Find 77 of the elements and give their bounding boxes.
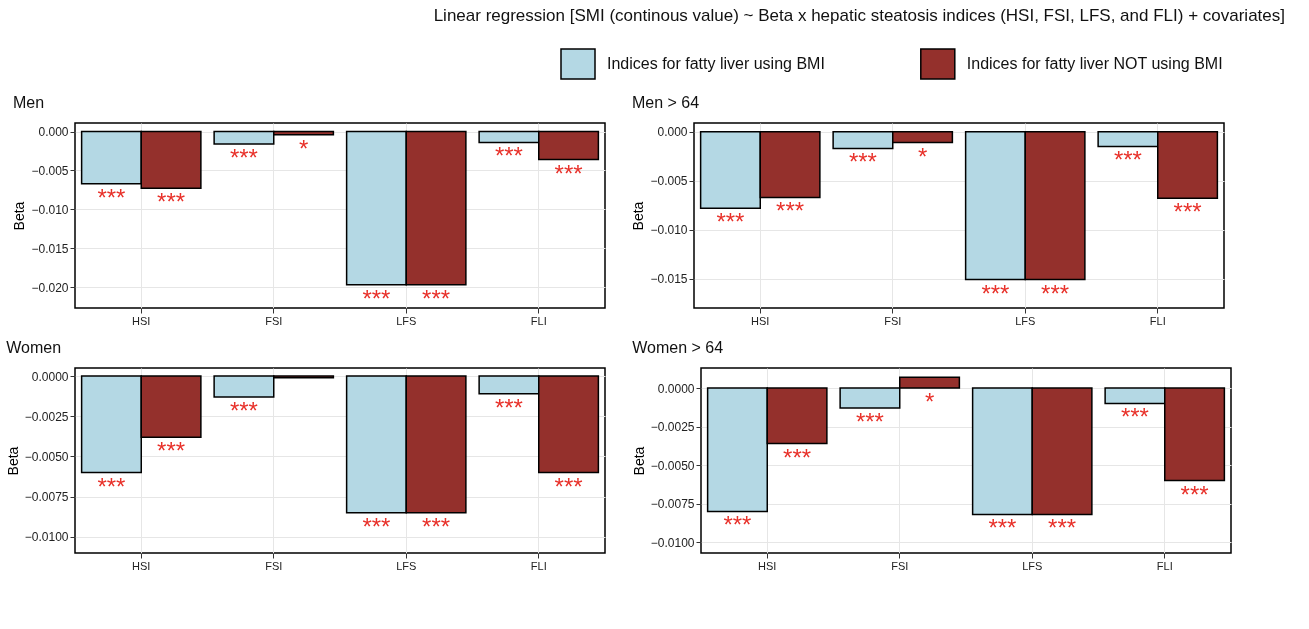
data-label: *** xyxy=(988,514,1017,542)
data-label: * xyxy=(917,142,928,170)
data-label: *** xyxy=(229,143,258,171)
x-tick-label: FSI xyxy=(891,559,909,572)
x-tick-label: FSI xyxy=(265,314,283,327)
y-tick-label: −0.005 xyxy=(31,163,69,178)
x-tick-label: HSI xyxy=(758,559,777,572)
data-label: *** xyxy=(848,148,877,176)
data-label: *** xyxy=(1113,146,1142,174)
x-tick-label: LFS xyxy=(396,559,417,572)
x-tick-label: LFS xyxy=(1022,559,1043,572)
x-tick-label: LFS xyxy=(396,314,417,327)
x-tick-label: FSI xyxy=(265,559,283,572)
x-tick-label: FLI xyxy=(1156,559,1173,572)
y-tick-label: −0.0050 xyxy=(24,449,69,464)
y-axis-title: Beta xyxy=(11,201,28,231)
data-label: *** xyxy=(1173,198,1202,226)
chart-title: Men xyxy=(12,94,45,111)
data-label: *** xyxy=(494,142,523,170)
y-tick-label: −0.010 xyxy=(31,202,69,217)
y-tick-label: −0.010 xyxy=(650,223,688,238)
x-tick-label: HSI xyxy=(751,314,770,327)
text: Linear regression [SMI (continous value) ~ Beta x hepatic steatosis indices (HSI, FSI, LFS, and FLI) + covariates] xyxy=(433,6,1285,25)
x-tick-label: FLI xyxy=(530,314,547,327)
data-label: *** xyxy=(776,197,805,225)
y-tick-label: −0.0075 xyxy=(24,490,69,505)
y-tick-label: −0.0100 xyxy=(650,535,695,550)
y-tick-label: −0.0050 xyxy=(650,458,695,473)
legend-label: Indices for fatty liver using BMI xyxy=(607,55,825,72)
data-label: *** xyxy=(362,284,391,312)
y-tick-label: −0.020 xyxy=(31,280,69,295)
y-axis-title: Beta xyxy=(630,446,647,476)
data-label: *** xyxy=(1180,480,1209,508)
y-tick-label: −0.0025 xyxy=(650,420,695,435)
x-tick-label: FLI xyxy=(1149,314,1166,327)
y-tick-label: 0.000 xyxy=(38,125,69,140)
y-axis-title: Beta xyxy=(630,201,647,231)
data-label: * xyxy=(298,134,309,162)
data-label: * xyxy=(924,388,935,416)
data-label: *** xyxy=(1120,403,1149,431)
chart-title: Women xyxy=(6,339,62,356)
data-label: *** xyxy=(97,472,126,500)
x-tick-label: LFS xyxy=(1015,314,1036,327)
data-label: *** xyxy=(554,472,583,500)
x-tick-label: FSI xyxy=(884,314,902,327)
chart-title: Men > 64 xyxy=(631,94,700,111)
data-label: *** xyxy=(362,512,391,540)
data-label: *** xyxy=(157,437,186,465)
y-axis-title: Beta xyxy=(4,446,21,476)
data-label: *** xyxy=(97,183,126,211)
data-label: *** xyxy=(554,159,583,187)
y-tick-label: −0.005 xyxy=(650,174,688,189)
y-tick-label: −0.0100 xyxy=(24,530,69,545)
data-label: *** xyxy=(716,208,745,236)
data-label: *** xyxy=(422,284,451,312)
y-tick-label: −0.015 xyxy=(650,272,688,287)
data-label: *** xyxy=(157,188,186,216)
data-label: *** xyxy=(1048,514,1077,542)
data-label: *** xyxy=(723,511,752,539)
y-tick-label: 0.000 xyxy=(657,125,688,140)
y-tick-label: 0.0000 xyxy=(31,369,69,384)
data-label: *** xyxy=(855,408,884,436)
data-label: *** xyxy=(1041,279,1070,307)
legend-label: Indices for fatty liver NOT using BMI xyxy=(966,55,1223,72)
x-tick-label: FLI xyxy=(530,559,547,572)
data-label: *** xyxy=(494,393,523,421)
data-label: *** xyxy=(783,443,812,471)
y-tick-label: −0.0075 xyxy=(650,497,695,512)
chart-title: Women > 64 xyxy=(632,339,724,356)
y-tick-label: −0.0025 xyxy=(24,409,69,424)
x-tick-label: HSI xyxy=(132,314,151,327)
data-label: *** xyxy=(981,279,1010,307)
data-label: *** xyxy=(422,512,451,540)
y-tick-label: 0.0000 xyxy=(657,381,695,396)
data-label: *** xyxy=(229,396,258,424)
y-tick-label: −0.015 xyxy=(31,241,69,256)
x-tick-label: HSI xyxy=(132,559,151,572)
